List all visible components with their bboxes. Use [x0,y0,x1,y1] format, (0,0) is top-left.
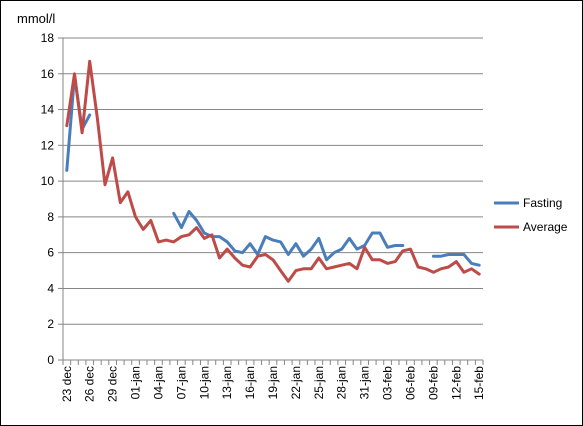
y-tick-label: 0 [47,353,54,367]
legend-label: Average [523,220,568,234]
axes [58,37,484,365]
x-tick-label: 16-jan [243,366,257,399]
x-tick-label: 19-jan [266,366,280,399]
series-lines [65,59,481,283]
y-tick-label: 2 [47,317,54,331]
x-tick-label: 07-jan [174,366,188,399]
x-tick-label: 15-feb [472,366,486,400]
legend: Fasting Average [494,196,568,234]
x-tick-label: 10-jan [197,366,211,399]
x-tick-label: 31-jan [358,366,372,399]
x-tick-label: 06-feb [403,366,417,400]
series-fasting [65,74,481,267]
y-axis-label: mmol/l [17,11,55,26]
y-tick-label: 12 [41,138,55,152]
y-tick-label: 4 [47,281,54,295]
y-tick-label: 10 [41,174,55,188]
x-tick-label: 01-jan [129,366,143,399]
y-tick-label: 18 [41,31,55,45]
y-tick-label: 16 [41,67,55,81]
y-tick-label: 8 [47,210,54,224]
x-tick-label: 03-feb [381,366,395,400]
legend-label: Fasting [523,196,562,210]
x-tick-label: 29 dec [106,366,120,402]
x-tick-label: 22-jan [289,366,303,399]
x-tick-label: 25-jan [312,366,326,399]
series-line-segment [65,59,481,283]
y-tick-labels: 0 2 4 6 8 10 12 14 16 18 [41,31,55,367]
y-tick-label: 6 [47,246,54,260]
x-tick-label: 12-feb [449,366,463,400]
x-tick-label: 26 dec [83,366,97,402]
y-tick-label: 14 [41,103,55,117]
series-average [65,59,481,283]
x-tick-label: 28-jan [335,366,349,399]
x-tick-label: 13-jan [220,366,234,399]
x-tick-label: 23 dec [60,366,74,402]
x-tick-label: 09-feb [426,366,440,400]
series-line-segment [431,253,481,267]
gridlines [63,37,483,325]
x-tick-label: 04-jan [151,366,165,399]
x-tick-labels: 23 dec 26 dec 29 dec 01-jan 04-jan 07-jan 10-j… [60,366,486,402]
